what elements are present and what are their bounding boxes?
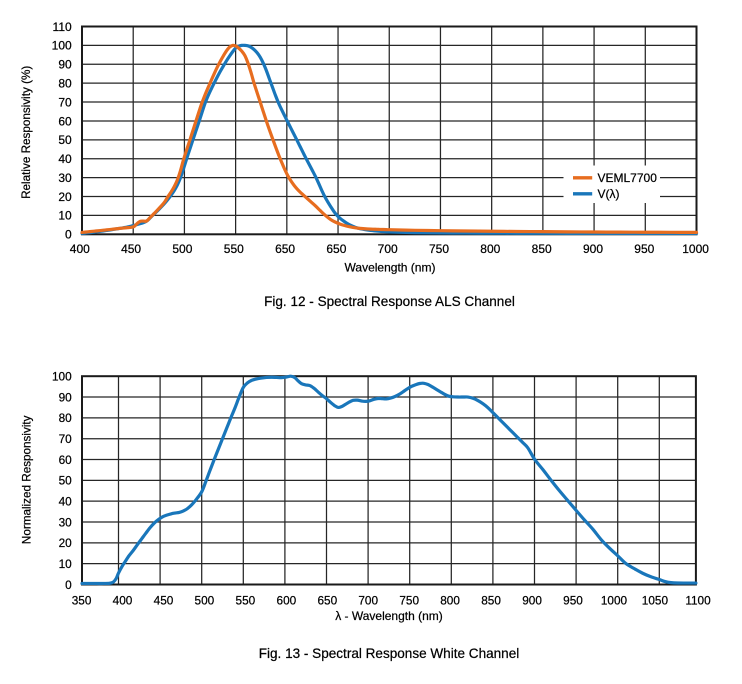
svg-text:550: 550 [236,593,256,607]
svg-text:650: 650 [317,593,337,607]
svg-text:750: 750 [399,593,419,607]
svg-text:100: 100 [52,39,72,53]
svg-text:900: 900 [522,593,542,607]
svg-text:10: 10 [58,209,72,223]
svg-text:900: 900 [583,242,603,256]
svg-text:20: 20 [59,536,73,550]
svg-text:650: 650 [326,242,346,256]
svg-text:0: 0 [65,578,72,592]
svg-text:450: 450 [121,242,141,256]
svg-text:110: 110 [53,20,72,34]
svg-text:30: 30 [59,515,73,529]
svg-text:VEML7700: VEML7700 [598,171,658,185]
svg-text:Fig. 12 - Spectral Response AL: Fig. 12 - Spectral Response ALS Channel [264,294,515,309]
svg-text:400: 400 [113,593,133,607]
svg-text:30: 30 [58,171,72,185]
svg-text:650: 650 [275,242,295,256]
svg-text:20: 20 [58,190,72,204]
svg-text:70: 70 [58,95,72,109]
svg-text:50: 50 [58,133,72,147]
svg-text:0: 0 [65,228,72,242]
svg-text:90: 90 [59,390,73,404]
svg-text:1000: 1000 [601,593,628,607]
svg-text:Normalized Responsivity: Normalized Responsivity [21,415,34,544]
svg-text:Relative Responsivity (%): Relative Responsivity (%) [20,66,33,199]
svg-text:350: 350 [72,593,92,607]
svg-text:Fig. 13 - Spectral Response Wh: Fig. 13 - Spectral Response White Channe… [259,646,520,661]
svg-text:750: 750 [429,242,449,256]
svg-text:λ - Wavelength (nm): λ - Wavelength (nm) [335,609,443,623]
svg-text:600: 600 [277,593,297,607]
svg-text:800: 800 [480,242,500,256]
svg-text:80: 80 [59,411,73,425]
svg-text:90: 90 [58,58,72,72]
svg-text:50: 50 [59,474,73,488]
svg-text:700: 700 [358,593,378,607]
svg-text:1050: 1050 [642,593,669,607]
svg-text:700: 700 [378,242,398,256]
svg-text:400: 400 [70,242,90,256]
svg-text:70: 70 [59,432,73,446]
svg-text:850: 850 [481,593,501,607]
svg-text:550: 550 [224,242,244,256]
svg-text:950: 950 [634,242,654,256]
svg-text:450: 450 [154,593,174,607]
svg-text:40: 40 [58,152,72,166]
svg-text:500: 500 [172,242,192,256]
svg-text:800: 800 [440,593,460,607]
svg-text:950: 950 [563,593,583,607]
svg-text:10: 10 [59,557,73,571]
svg-text:60: 60 [58,114,72,128]
svg-text:1000: 1000 [682,242,709,256]
svg-text:100: 100 [52,370,72,384]
svg-text:500: 500 [195,593,215,607]
svg-text:60: 60 [59,453,73,467]
svg-text:850: 850 [532,242,552,256]
svg-text:V(λ): V(λ) [598,187,620,201]
svg-text:80: 80 [58,77,72,91]
svg-text:Wavelength (nm): Wavelength (nm) [345,261,436,275]
svg-text:1100: 1100 [685,593,711,607]
svg-text:40: 40 [59,495,73,509]
